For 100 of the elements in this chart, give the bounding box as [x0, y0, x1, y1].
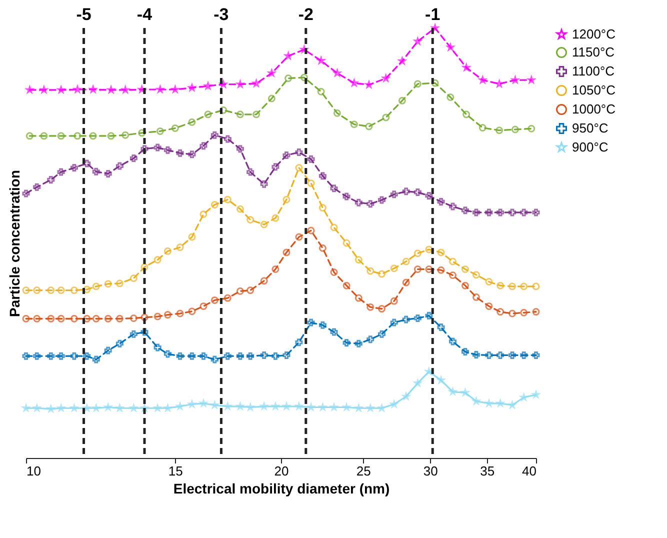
point — [140, 263, 148, 271]
point — [92, 314, 100, 322]
point — [272, 352, 280, 360]
point — [414, 314, 422, 322]
point — [272, 163, 280, 171]
point — [282, 152, 290, 160]
point — [130, 314, 138, 322]
point — [224, 294, 232, 302]
point — [485, 208, 493, 216]
point — [130, 330, 138, 338]
point — [402, 188, 410, 196]
legend-label: 950°C — [572, 120, 608, 136]
point — [200, 352, 208, 360]
point — [532, 208, 540, 216]
point — [390, 264, 398, 272]
point — [366, 303, 374, 311]
point — [390, 190, 398, 198]
point — [508, 351, 516, 359]
point — [246, 168, 254, 176]
point — [390, 318, 398, 326]
point — [508, 282, 516, 290]
point — [342, 339, 350, 347]
point — [414, 188, 422, 196]
point — [414, 250, 422, 258]
text: -4 — [136, 5, 153, 24]
point — [92, 282, 100, 290]
point — [472, 208, 480, 216]
legend-label: 1200°C — [572, 26, 616, 42]
point — [366, 267, 374, 275]
x-axis-title: Electrical mobility diameter (nm) — [173, 480, 390, 496]
point — [210, 200, 218, 208]
legend-label: 900°C — [572, 140, 608, 154]
point — [57, 352, 65, 360]
point — [224, 196, 232, 204]
text: -2 — [298, 5, 314, 24]
point — [520, 208, 528, 216]
point — [104, 314, 112, 322]
point — [437, 248, 445, 256]
point — [164, 247, 172, 255]
point — [154, 144, 162, 152]
point — [260, 180, 268, 188]
x-tick-label: 15 — [168, 464, 183, 478]
point — [210, 296, 218, 304]
point — [164, 311, 172, 319]
point — [57, 168, 65, 176]
point — [200, 142, 208, 150]
point — [22, 352, 30, 360]
point — [461, 348, 469, 356]
point — [57, 286, 65, 294]
point — [318, 172, 326, 180]
point — [176, 352, 184, 360]
point — [449, 338, 457, 346]
point — [282, 196, 290, 204]
point — [485, 351, 493, 359]
point — [92, 168, 100, 176]
point — [104, 170, 112, 178]
point — [70, 164, 78, 172]
point — [272, 214, 280, 222]
point — [236, 145, 244, 153]
point — [236, 287, 244, 295]
point — [295, 164, 303, 172]
point — [318, 204, 326, 212]
text: -1 — [425, 5, 440, 24]
point — [176, 149, 184, 157]
point — [496, 208, 504, 216]
point — [295, 233, 303, 241]
point — [22, 286, 30, 294]
point — [246, 286, 254, 294]
x-tick-label: 40 — [522, 464, 536, 478]
point — [130, 274, 138, 282]
point — [472, 293, 480, 301]
point — [402, 278, 410, 286]
point — [116, 314, 124, 322]
x-tick-label: 25 — [356, 464, 371, 478]
point — [307, 179, 315, 187]
point — [116, 340, 124, 348]
point — [425, 192, 433, 200]
point — [140, 314, 148, 322]
point — [485, 302, 493, 310]
point — [390, 297, 398, 305]
point — [282, 351, 290, 359]
point — [496, 282, 504, 290]
point — [22, 314, 30, 322]
point — [461, 282, 469, 290]
legend-label: 1100°C — [572, 64, 615, 78]
point — [449, 258, 457, 266]
point — [236, 205, 244, 213]
point — [461, 265, 469, 273]
point — [307, 226, 315, 234]
point — [236, 352, 244, 360]
point — [33, 352, 41, 360]
point — [140, 404, 148, 412]
point — [520, 351, 528, 359]
point — [378, 330, 386, 338]
point — [532, 282, 540, 290]
point — [354, 198, 362, 206]
point — [188, 352, 196, 360]
point — [330, 328, 338, 336]
point — [378, 196, 386, 204]
point — [485, 278, 493, 286]
